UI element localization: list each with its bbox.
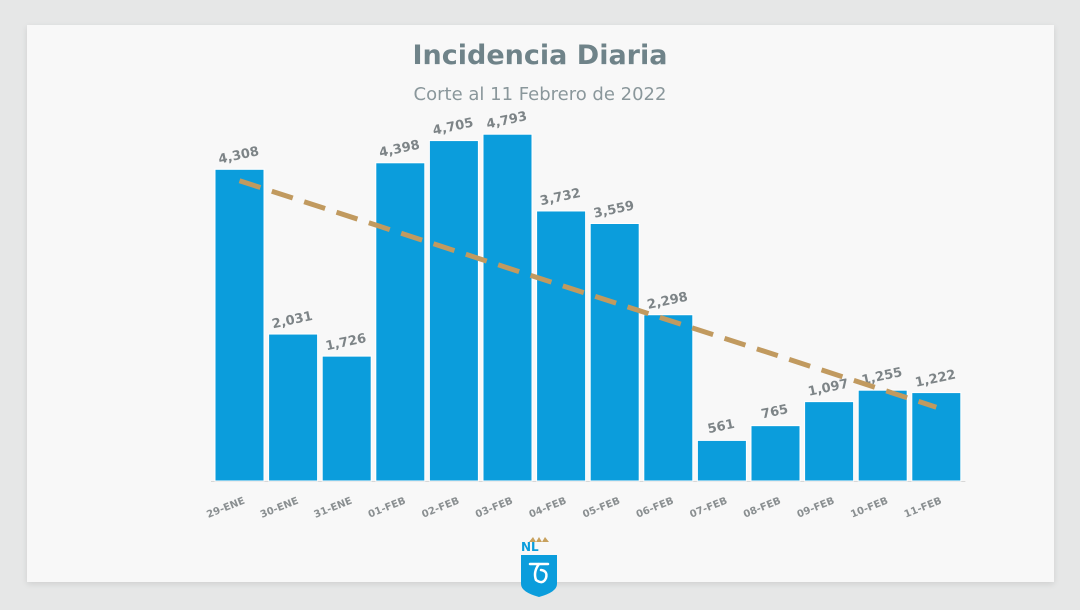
nuevo-leon-logo: NL: [517, 536, 561, 598]
data-label-01-FEB: 4,398: [378, 138, 421, 161]
x-tick-06-FEB: 06-FEB: [635, 496, 676, 521]
bar-01-FEB: [375, 162, 426, 482]
bar-31-ENE: [321, 355, 372, 482]
x-tick-07-FEB: 07-FEB: [688, 496, 729, 521]
data-label-09-FEB: 1,097: [807, 377, 850, 400]
x-tick-10-FEB: 10-FEB: [849, 496, 890, 521]
bar-29-ENE: [214, 168, 265, 482]
logo-text: NL: [521, 540, 539, 554]
data-label-04-FEB: 3,732: [539, 186, 582, 209]
x-tick-03-FEB: 03-FEB: [474, 496, 515, 521]
data-label-30-ENE: 2,031: [271, 309, 314, 332]
data-label-11-FEB: 1,222: [914, 368, 957, 391]
bar-05-FEB: [589, 222, 640, 482]
data-label-08-FEB: 765: [760, 402, 790, 422]
data-label-05-FEB: 3,559: [592, 198, 635, 221]
bar-11-FEB: [911, 392, 962, 482]
bar-09-FEB: [804, 401, 855, 482]
chart-subtitle: Corte al 11 Febrero de 2022: [413, 84, 667, 105]
bar-10-FEB: [857, 389, 908, 482]
data-label-06-FEB: 2,298: [646, 290, 689, 313]
x-tick-09-FEB: 09-FEB: [796, 496, 837, 521]
data-label-07-FEB: 561: [706, 417, 736, 437]
x-tick-31-ENE: 31-ENE: [313, 496, 354, 521]
bar-02-FEB: [428, 140, 479, 482]
bar-03-FEB: [482, 133, 533, 482]
x-tick-04-FEB: 04-FEB: [528, 496, 569, 521]
bar-07-FEB: [696, 439, 747, 482]
x-tick-08-FEB: 08-FEB: [742, 496, 783, 521]
bar-06-FEB: [643, 314, 694, 482]
x-tick-02-FEB: 02-FEB: [420, 496, 461, 521]
x-tick-05-FEB: 05-FEB: [581, 496, 622, 521]
trend-line: [238, 178, 938, 410]
x-tick-01-FEB: 01-FEB: [367, 496, 408, 521]
chart-title: Incidencia Diaria: [412, 40, 668, 71]
data-label-03-FEB: 4,793: [485, 109, 528, 132]
bar-04-FEB: [536, 210, 587, 482]
bar-08-FEB: [750, 425, 801, 482]
x-tick-11-FEB: 11-FEB: [903, 496, 944, 521]
bar-30-ENE: [268, 333, 319, 482]
data-label-02-FEB: 4,705: [431, 116, 474, 139]
data-label-31-ENE: 1,726: [324, 331, 367, 354]
x-tick-29-ENE: 29-ENE: [205, 496, 246, 521]
state-shield-icon: NL: [521, 537, 557, 597]
data-label-29-ENE: 4,308: [217, 144, 260, 167]
x-tick-30-ENE: 30-ENE: [259, 496, 300, 521]
